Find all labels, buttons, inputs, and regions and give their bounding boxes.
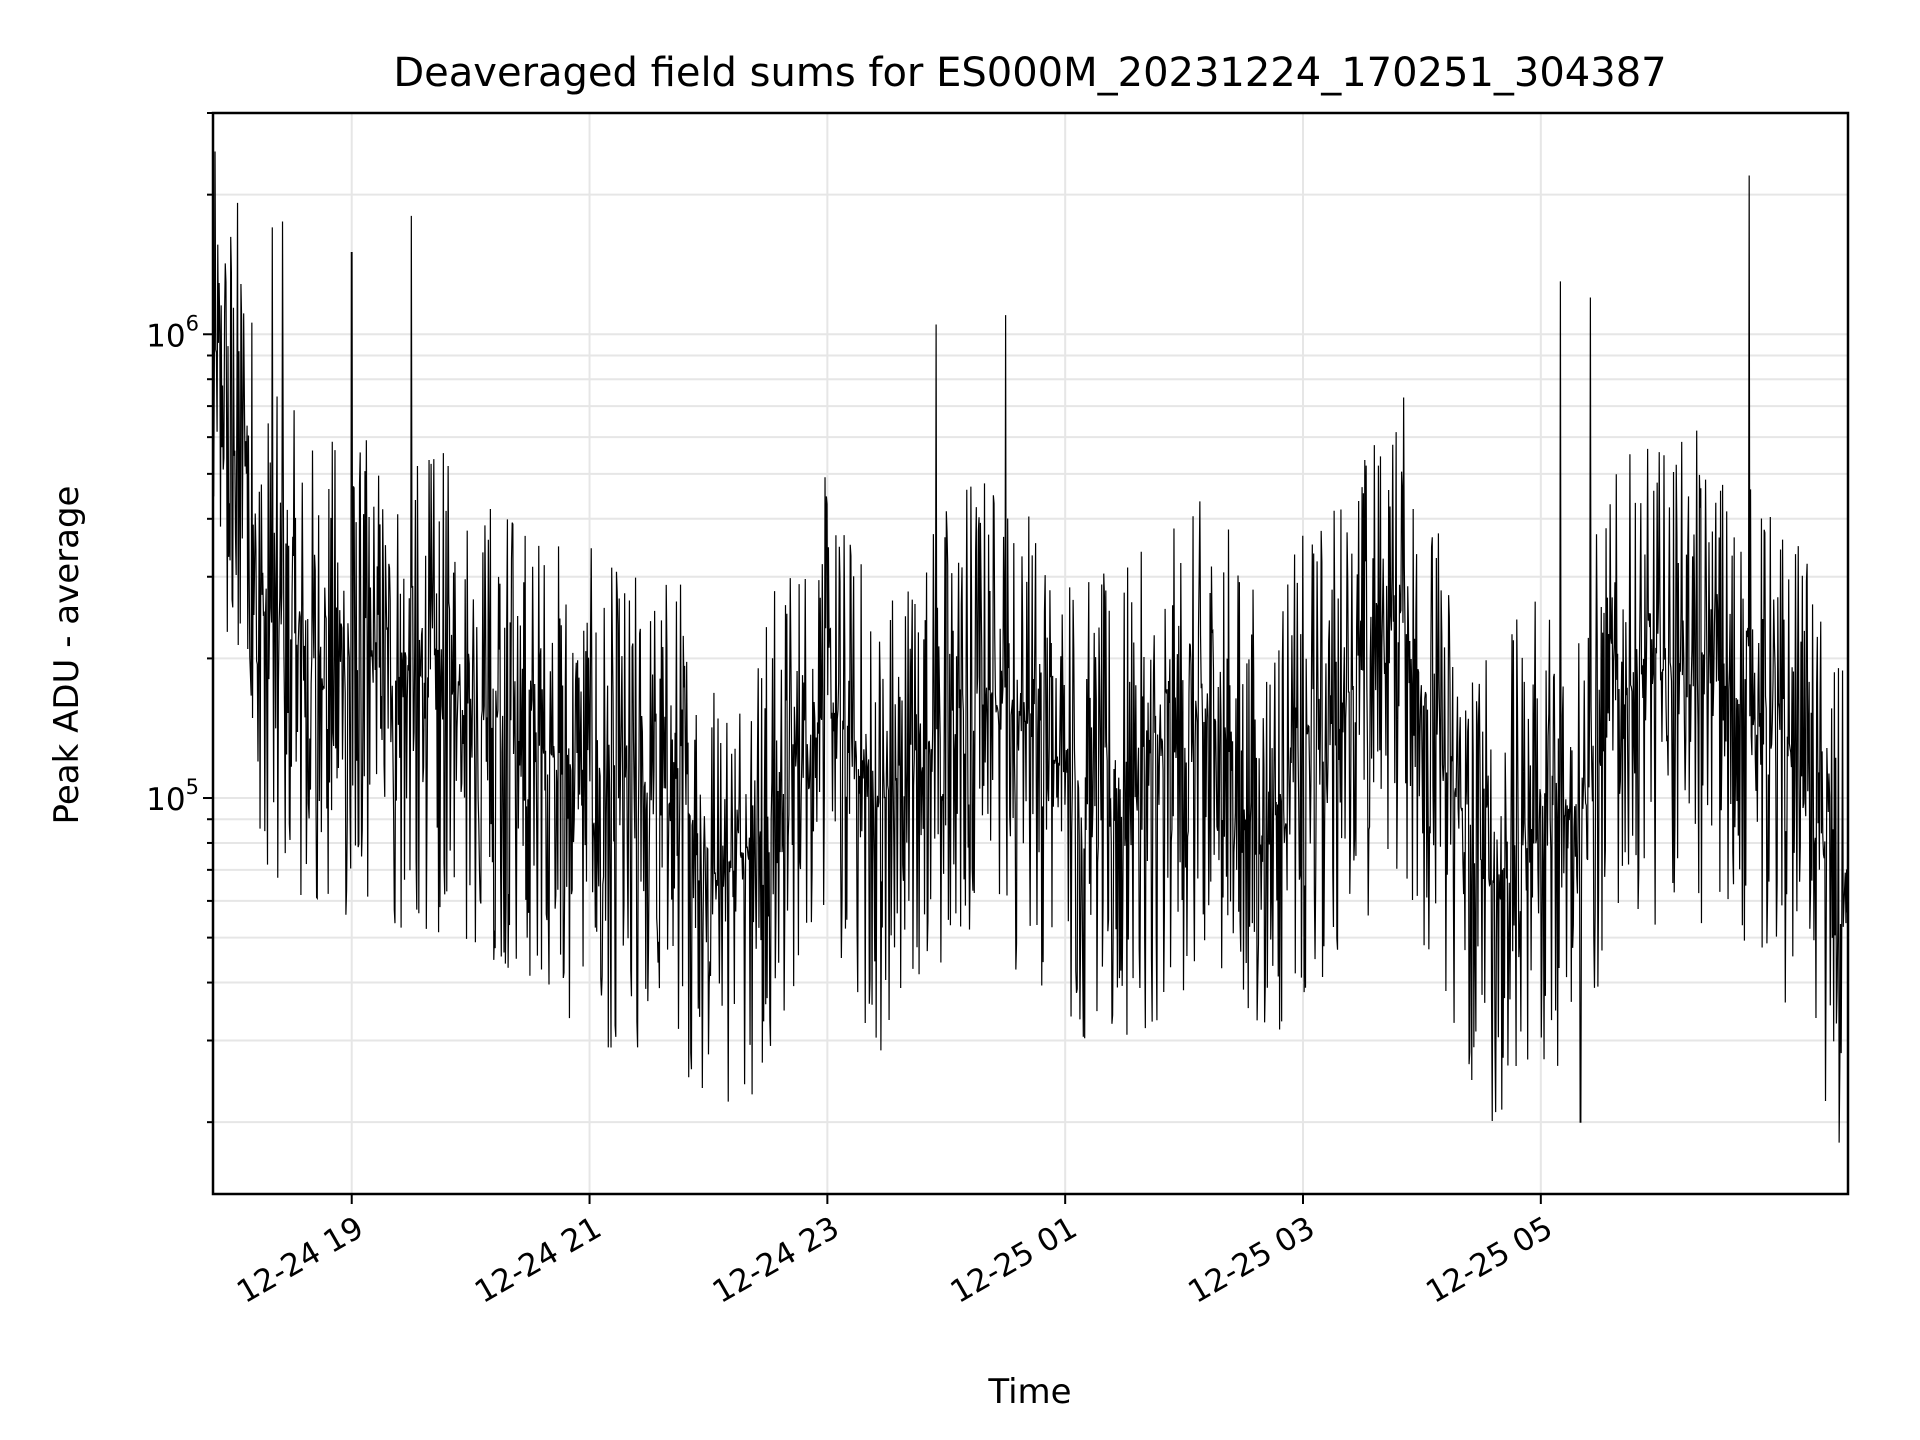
plot-area [212,151,1849,1143]
y-axis: 105 106 [146,112,213,1124]
x-axis: 12-24 19 12-24 21 12-24 23 12-25 01 12-25 03… [231,1194,1559,1311]
series-line [212,151,1849,1143]
x-tick-label: 12-24 21 [469,1210,608,1311]
chart-title: Deaveraged field sums for ES000M_2023122… [393,50,1666,96]
x-tick-label: 12-24 23 [707,1210,846,1311]
x-axis-label: Time [987,1372,1071,1412]
x-tick-label: 12-25 03 [1182,1210,1321,1311]
y-axis-label: Peak ADU - average [47,486,87,825]
x-tick-label: 12-25 01 [944,1210,1083,1311]
y-tick-label: 106 [146,311,199,354]
plot-frame [211,111,1850,1196]
x-tick-label: 12-24 19 [231,1210,370,1311]
x-tick-label: 12-25 05 [1420,1210,1559,1311]
y-tick-label: 105 [146,775,199,818]
